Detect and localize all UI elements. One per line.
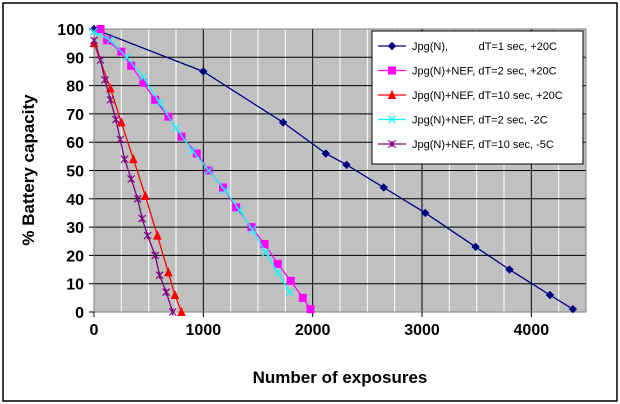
y-tick-label: 0 — [75, 305, 84, 322]
data-point — [122, 53, 131, 62]
x-tick-label: 2000 — [295, 322, 331, 339]
data-point — [162, 288, 171, 297]
series-1 — [89, 24, 578, 314]
data-point — [129, 153, 138, 164]
data-point — [106, 83, 115, 93]
series-3 — [89, 37, 186, 316]
data-point — [321, 149, 330, 158]
x-axis-ticks: 0 1000 2000 3000 4000 — [90, 312, 550, 339]
data-point — [96, 25, 105, 33]
data-point — [273, 268, 282, 277]
y-axis-ticks: 0 10 20 30 40 50 60 70 80 90 100 — [57, 22, 94, 322]
legend-item: Jpg(N)+NEF, dT=10 sec, +20C — [378, 89, 563, 102]
y-tick-label: 40 — [66, 192, 84, 209]
data-point — [192, 149, 201, 158]
legend-label: Jpg(N)+NEF, dT=2 sec, +20C — [412, 66, 557, 78]
y-tick-label: 50 — [66, 164, 84, 181]
data-point — [143, 231, 152, 240]
data-point — [111, 115, 120, 124]
y-tick-label: 30 — [66, 220, 84, 237]
data-point — [170, 289, 180, 300]
data-point — [568, 304, 578, 314]
legend-label: Jpg(N), dT=1 sec, +20C — [412, 41, 557, 53]
data-point — [286, 276, 295, 285]
y-tick-label: 90 — [66, 50, 84, 67]
data-point — [421, 208, 430, 218]
data-point — [221, 186, 230, 195]
data-point — [116, 135, 125, 144]
data-point — [151, 251, 160, 260]
data-point — [139, 73, 148, 82]
y-tick-label: 10 — [66, 277, 84, 294]
x-tick-label: 0 — [90, 322, 99, 339]
data-point — [117, 117, 126, 127]
legend-item: Jpg(N), dT=1 sec, +20C — [378, 41, 557, 53]
series-4 — [90, 27, 294, 297]
data-point — [273, 259, 282, 268]
y-tick-label: 80 — [66, 79, 84, 96]
series-5 — [90, 36, 177, 316]
data-point — [90, 27, 98, 36]
data-point — [164, 267, 173, 277]
data-point — [278, 118, 288, 127]
legend-item: Jpg(N)+NEF, dT=2 sec, -2C — [378, 115, 548, 127]
data-point — [127, 175, 136, 183]
data-point — [106, 36, 115, 45]
x-tick-label: 3000 — [404, 322, 440, 339]
data-point — [342, 160, 351, 170]
data-point — [155, 271, 164, 280]
data-point — [101, 76, 109, 84]
data-point — [306, 305, 315, 314]
data-point — [379, 183, 388, 192]
y-axis-title: % Battery capacity — [19, 94, 38, 246]
data-point — [188, 146, 197, 155]
legend-label: Jpg(N)+NEF, dT=10 sec, -5C — [412, 139, 554, 151]
data-point — [199, 67, 208, 76]
legend-swatch-marker — [387, 89, 397, 99]
legend-label: Jpg(N)+NEF, dT=2 sec, -2C — [412, 115, 548, 127]
data-point — [285, 288, 294, 297]
data-point — [155, 98, 164, 107]
series-2 — [96, 25, 315, 314]
data-point — [177, 306, 186, 316]
legend-label: Jpg(N)+NEF, dT=10 sec, +20C — [412, 90, 563, 102]
data-point — [120, 155, 129, 164]
data-point — [298, 293, 307, 302]
data-point — [235, 206, 244, 215]
data-point — [248, 226, 257, 234]
data-point — [106, 95, 115, 104]
data-point — [133, 194, 142, 203]
legend-swatch-marker — [388, 115, 396, 124]
y-tick-label: 100 — [57, 22, 84, 39]
data-series — [89, 24, 578, 316]
data-point — [172, 124, 180, 132]
y-tick-label: 20 — [66, 248, 84, 265]
legend-box — [371, 30, 584, 165]
data-point — [138, 214, 147, 223]
data-point — [545, 290, 555, 300]
x-tick-label: 4000 — [514, 322, 550, 339]
data-point — [90, 36, 98, 45]
legend-item: Jpg(N)+NEF, dT=10 sec, -5C — [378, 139, 554, 151]
data-point — [168, 308, 177, 316]
y-tick-label: 70 — [66, 107, 84, 124]
data-point — [141, 190, 150, 200]
legend: Jpg(N), dT=1 sec, +20C Jpg(N)+NEF, dT=2 s… — [371, 30, 584, 165]
data-point — [204, 166, 213, 175]
x-axis-title: Number of exposures — [253, 368, 428, 387]
data-point — [505, 265, 514, 274]
gridlines — [94, 28, 586, 312]
data-point — [471, 242, 480, 252]
data-point — [153, 230, 162, 240]
y-tick-label: 60 — [66, 135, 84, 152]
legend-swatch-marker — [387, 41, 397, 51]
data-point — [261, 248, 270, 257]
x-tick-label: 1000 — [186, 322, 222, 339]
legend-item: Jpg(N)+NEF, dT=2 sec, +20C — [378, 66, 557, 78]
legend-swatch-marker — [388, 140, 396, 148]
data-point — [96, 56, 105, 65]
legend-swatch-marker — [388, 66, 396, 75]
